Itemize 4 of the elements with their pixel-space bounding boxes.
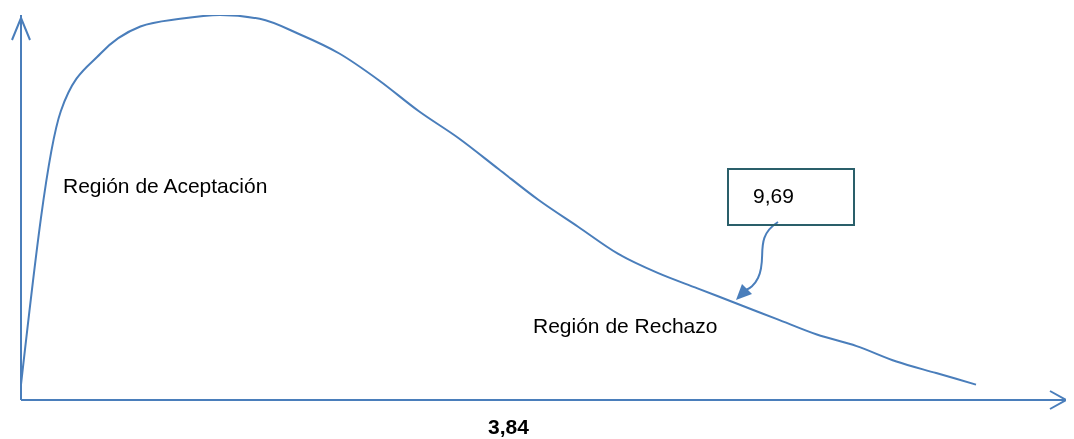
text: 3,84 — [488, 415, 529, 439]
annotation: Región de Aceptación — [63, 174, 268, 198]
annotation: Región de Rechazo — [533, 314, 718, 338]
annotation: 9,69 — [727, 168, 855, 226]
